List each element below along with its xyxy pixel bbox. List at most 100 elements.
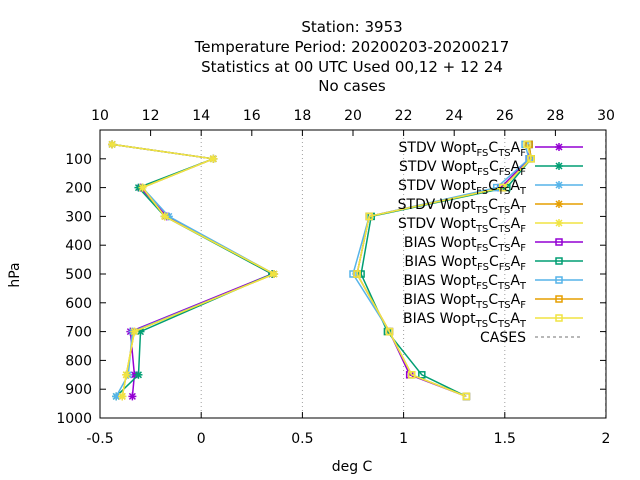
legend-text-part: C (488, 292, 498, 308)
data-point (523, 140, 531, 149)
y-tick-label: 500 (65, 267, 92, 283)
legend-subscript: F (520, 224, 526, 235)
legend-text-part: C (489, 254, 499, 270)
legend-sample-marker (555, 314, 563, 322)
y-tick-label: 100 (65, 152, 92, 168)
legend-text-part: C (489, 159, 499, 175)
legend-entry: BIAS WoptFSCTSAF (404, 235, 583, 254)
plot-area (108, 130, 606, 418)
series-line (111, 143, 276, 397)
legend-text-part: BIAS Wopt (403, 292, 476, 308)
legend-text-part: CASES (480, 330, 526, 346)
legend-entry: BIAS WoptTSCTSAF (403, 292, 583, 311)
y-tick-label: 300 (65, 209, 92, 225)
data-point (128, 392, 137, 401)
legend-subscript: TS (497, 148, 510, 159)
series-line (111, 143, 274, 397)
legend-entry: BIAS WoptTSCTSAT (403, 311, 583, 330)
legend-subscript: TS (475, 205, 488, 216)
legend-entry: BIAS WoptFSCFSAF (404, 254, 583, 273)
legend-text-part: A (510, 197, 520, 213)
series-line (111, 143, 276, 397)
legend-sample-marker (555, 143, 563, 151)
legend-entry: BIAS WoptFSCTSAT (404, 273, 583, 292)
y-tick-label: 200 (65, 181, 92, 197)
legend-subscript: T (519, 319, 527, 330)
x-top-tick-label: 28 (546, 108, 564, 124)
x-axis-label: deg C (332, 459, 373, 475)
series-line (111, 143, 276, 397)
data-point (357, 270, 365, 278)
series-line (111, 143, 274, 397)
data-point (209, 154, 218, 163)
y-tick-label: 1000 (56, 411, 92, 427)
legend-text-part: BIAS Wopt (404, 273, 477, 289)
legend-label: STDV WoptFSCTSAT (398, 178, 527, 197)
legend-entry: STDV WoptTSCTSAF (398, 216, 583, 235)
legend-sample-marker (555, 200, 563, 208)
y-tick-label: 800 (65, 353, 92, 369)
y-axis: 100 200 300 400 500 600 700 800 900 1000 (56, 152, 606, 427)
x-top-tick-label: 10 (91, 108, 109, 124)
legend-text-part: STDV Wopt (398, 197, 476, 213)
legend-label: BIAS WoptFSCTSAF (404, 235, 526, 254)
legend-subscript: TS (497, 243, 510, 254)
legend-subscript: F (520, 300, 526, 311)
legend-subscript: FS (476, 281, 488, 292)
legend-sample-marker (555, 162, 563, 170)
legend-entry: STDV WoptFSCTSAF (399, 140, 583, 159)
legend-label: BIAS WoptFSCFSAF (404, 254, 526, 273)
legend-subscript: FS (476, 148, 488, 159)
data-point (349, 270, 357, 278)
x-top-tick-label: 22 (395, 108, 413, 124)
data-point (130, 327, 139, 336)
legend-entry: STDV WoptFSCTSAT (398, 178, 583, 197)
data-point (112, 392, 121, 401)
legend-subscript: TS (497, 224, 510, 235)
legend-subscript: TS (497, 281, 510, 292)
legend-subscript: T (519, 281, 527, 292)
series-1 (108, 140, 277, 401)
legend-entry: CASES (480, 330, 583, 346)
legend-subscript: TS (497, 319, 510, 330)
legend-sample-marker (555, 219, 563, 227)
legend-label: CASES (480, 330, 526, 346)
legend-subscript: TS (497, 186, 510, 197)
legend-subscript: TS (497, 300, 510, 311)
legend-text-part: A (511, 159, 521, 175)
legend-text-part: A (511, 216, 521, 232)
legend-text-part: A (511, 235, 521, 251)
legend-subscript: F (520, 262, 526, 273)
data-point (365, 212, 373, 221)
legend-text-part: C (488, 140, 498, 156)
legend-text-part: BIAS Wopt (404, 254, 477, 270)
legend-subscript: FS (477, 167, 489, 178)
legend-label: BIAS WoptTSCTSAT (403, 311, 527, 330)
legend-entry: STDV WoptFSCFSAF (399, 159, 583, 178)
legend-text-part: BIAS Wopt (404, 235, 477, 251)
x-bottom-tick-label: 2 (602, 431, 611, 447)
legend-subscript: FS (477, 262, 489, 273)
data-point (134, 370, 143, 379)
legend-text-part: C (488, 197, 498, 213)
data-point (462, 392, 471, 401)
legend-text-part: A (511, 254, 521, 270)
legend-label: BIAS WoptTSCTSAF (403, 292, 526, 311)
x-top-tick-label: 14 (192, 108, 210, 124)
legend-sample-marker (555, 276, 563, 284)
legend-text-part: C (488, 273, 498, 289)
legend-text-part: A (510, 311, 520, 327)
series-5 (108, 140, 279, 401)
legend-text-part: A (511, 140, 521, 156)
data-point (527, 155, 535, 163)
legend-label: BIAS WoptFSCTSAT (404, 273, 527, 292)
legend-label: STDV WoptTSCTSAT (398, 197, 527, 216)
data-point (138, 183, 147, 192)
legend-sample-marker (555, 257, 563, 265)
y-tick-label: 600 (65, 296, 92, 312)
chart-title: Station: 3953 Temperature Period: 202002… (194, 18, 510, 95)
data-point (118, 392, 127, 401)
data-point (499, 183, 507, 192)
legend-subscript: TS (497, 205, 510, 216)
